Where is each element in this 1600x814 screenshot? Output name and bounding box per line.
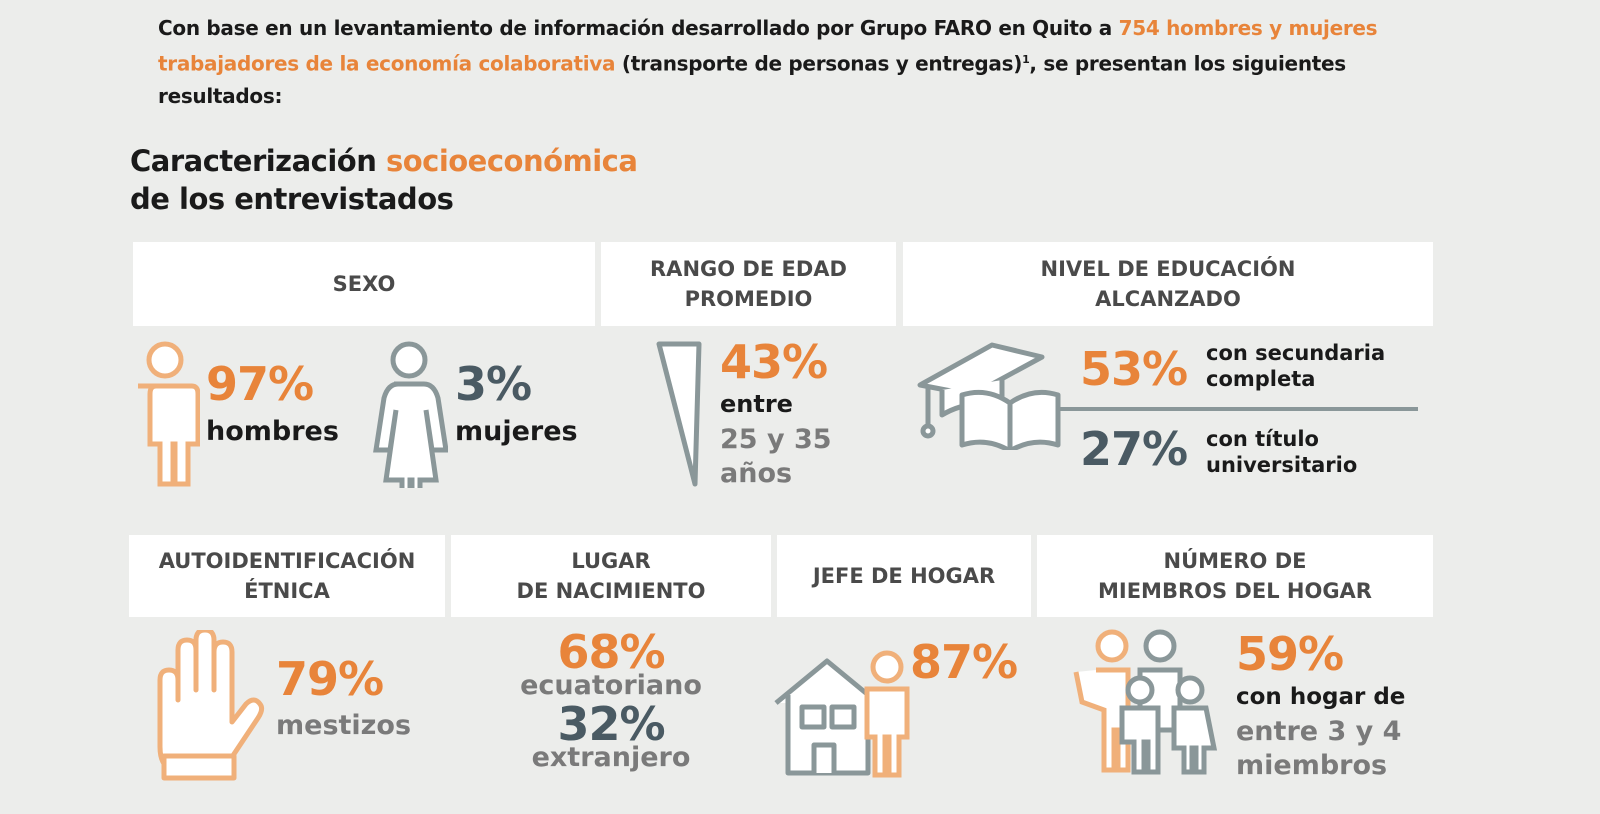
header-edad: RANGO DE EDAD PROMEDIO bbox=[601, 242, 896, 326]
header-label: NIVEL DE EDUCACIÓN bbox=[1040, 257, 1296, 281]
man-icon bbox=[138, 341, 200, 487]
header-label: DE NACIMIENTO bbox=[516, 579, 706, 603]
ecuadorian-percent: 68% bbox=[557, 625, 665, 679]
household-percent: 59% bbox=[1236, 627, 1344, 681]
men-percent: 97% bbox=[206, 357, 314, 411]
header-label: SEXO bbox=[332, 272, 396, 296]
women-label: mujeres bbox=[455, 416, 578, 447]
wedge-icon bbox=[656, 341, 702, 487]
footnote-ref: 1 bbox=[1022, 53, 1030, 66]
header-jefe: JEFE DE HOGAR bbox=[777, 535, 1031, 617]
ecuadorian-label: ecuatoriano bbox=[520, 670, 702, 701]
label-line: con título bbox=[1206, 427, 1319, 451]
age-range: 25 y 35 bbox=[720, 424, 832, 455]
mestizo-label: mestizos bbox=[276, 710, 412, 741]
secondary-label: con secundaria completa bbox=[1206, 340, 1385, 392]
label-line: completa bbox=[1206, 367, 1316, 391]
divider bbox=[1060, 407, 1418, 411]
age-label: entre bbox=[720, 390, 793, 418]
university-label: con título universitario bbox=[1206, 426, 1357, 478]
label-line: con secundaria bbox=[1206, 341, 1386, 365]
intro-highlight: 754 hombres y mujeres trabajadores de la… bbox=[158, 16, 1378, 76]
university-percent: 27% bbox=[1080, 422, 1188, 476]
intro-part1: Con base en un levantamiento de informac… bbox=[158, 16, 1119, 40]
header-label: JEFE DE HOGAR bbox=[812, 564, 996, 588]
header-educacion: NIVEL DE EDUCACIÓN ALCANZADO bbox=[903, 242, 1433, 326]
foreign-label: extranjero bbox=[531, 742, 691, 773]
title-line2: de los entrevistados bbox=[130, 182, 454, 216]
secondary-percent: 53% bbox=[1080, 342, 1188, 396]
family-icon bbox=[1073, 629, 1218, 775]
header-miembros: NÚMERO DE MIEMBROS DEL HOGAR bbox=[1037, 535, 1433, 617]
mestizo-percent: 79% bbox=[276, 652, 384, 706]
house-person-icon bbox=[774, 650, 910, 778]
header-label: LUGAR bbox=[571, 549, 651, 573]
header-label: PROMEDIO bbox=[684, 287, 813, 311]
household-range: entre 3 y 4 bbox=[1236, 716, 1402, 747]
label-line: universitario bbox=[1206, 453, 1358, 477]
header-label: MIEMBROS DEL HOGAR bbox=[1098, 579, 1372, 603]
title-highlight: socioeconómica bbox=[385, 144, 638, 178]
header-sexo: SEXO bbox=[133, 242, 595, 326]
household-unit: miembros bbox=[1236, 750, 1388, 781]
age-unit: años bbox=[720, 458, 793, 489]
title-part1: Caracterización bbox=[130, 144, 386, 178]
header-label: RANGO DE EDAD bbox=[650, 257, 847, 281]
birthplace-stats: 68% ecuatoriano 32% extranjero bbox=[451, 628, 771, 774]
intro-part3: , se presentan los siguientes resultados… bbox=[158, 51, 1346, 108]
men-label: hombres bbox=[206, 416, 339, 447]
header-nacimiento: LUGAR DE NACIMIENTO bbox=[451, 535, 771, 617]
hand-icon bbox=[157, 630, 265, 781]
head-of-household-percent: 87% bbox=[910, 635, 1018, 689]
household-label: con hogar de bbox=[1236, 684, 1406, 710]
women-percent: 3% bbox=[455, 357, 532, 411]
header-label: AUTOIDENTIFICACIÓN bbox=[158, 549, 416, 573]
intro-part2: (transporte de personas y entregas) bbox=[615, 51, 1023, 76]
woman-icon bbox=[373, 341, 448, 488]
header-label: ALCANZADO bbox=[1095, 287, 1241, 311]
foreign-percent: 32% bbox=[557, 697, 665, 751]
intro-text: Con base en un levantamiento de informac… bbox=[158, 12, 1408, 112]
graduation-book-icon bbox=[917, 342, 1061, 450]
header-label: NÚMERO DE bbox=[1163, 549, 1307, 573]
age-percent: 43% bbox=[720, 335, 828, 389]
header-label: ÉTNICA bbox=[244, 579, 330, 603]
header-etnica: AUTOIDENTIFICACIÓN ÉTNICA bbox=[129, 535, 445, 617]
section-title: Caracterización socioeconómica de los ent… bbox=[130, 142, 638, 218]
